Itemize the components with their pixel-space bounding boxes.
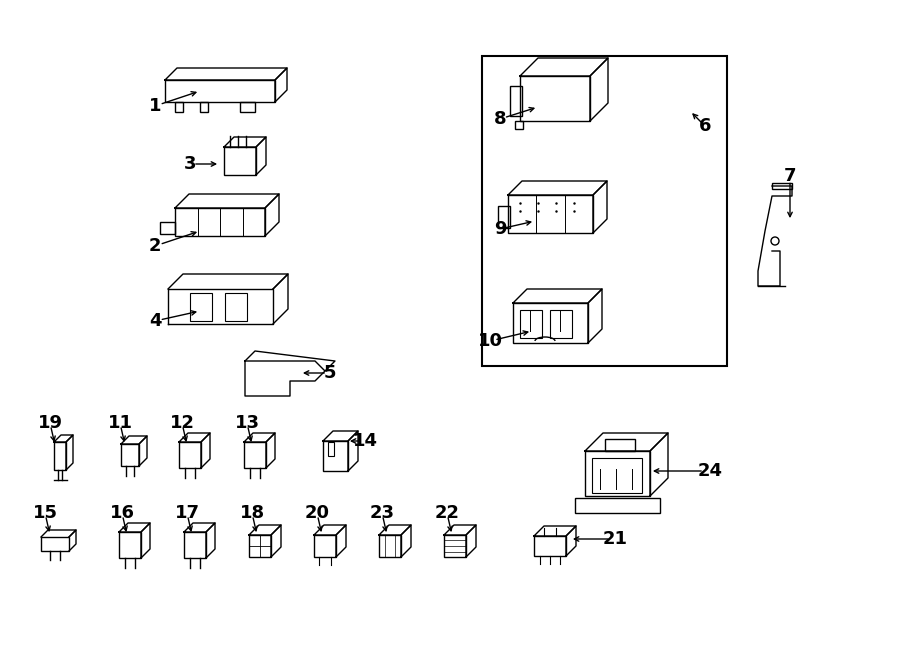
- Bar: [575, 498, 660, 513]
- Text: 22: 22: [435, 504, 460, 522]
- Bar: [328, 442, 334, 456]
- Bar: [224, 147, 256, 175]
- Text: 21: 21: [602, 530, 627, 548]
- Bar: [592, 458, 642, 493]
- Bar: [200, 102, 208, 112]
- Text: 10: 10: [478, 332, 502, 350]
- Text: 7: 7: [784, 167, 796, 185]
- Bar: [119, 532, 141, 558]
- Bar: [314, 535, 336, 557]
- Bar: [520, 76, 590, 121]
- Bar: [379, 535, 401, 557]
- Bar: [550, 310, 572, 338]
- Bar: [510, 86, 522, 116]
- Text: 24: 24: [698, 462, 723, 480]
- Bar: [249, 535, 271, 557]
- Text: 14: 14: [353, 432, 377, 450]
- Bar: [482, 56, 727, 366]
- Text: 5: 5: [324, 364, 337, 382]
- Text: 12: 12: [169, 414, 194, 432]
- Bar: [772, 183, 792, 189]
- Bar: [240, 102, 255, 112]
- Bar: [534, 536, 566, 556]
- Bar: [508, 195, 593, 233]
- Text: 18: 18: [239, 504, 265, 522]
- Bar: [498, 206, 510, 228]
- Text: 19: 19: [38, 414, 62, 432]
- Bar: [160, 222, 175, 234]
- Text: 2: 2: [148, 237, 161, 255]
- Bar: [179, 442, 201, 468]
- Text: 16: 16: [110, 504, 134, 522]
- Bar: [444, 535, 466, 557]
- Bar: [585, 451, 650, 496]
- Bar: [225, 293, 247, 321]
- Text: 13: 13: [235, 414, 259, 432]
- Text: 3: 3: [184, 155, 196, 173]
- Text: 11: 11: [107, 414, 132, 432]
- Bar: [175, 102, 183, 112]
- Text: 1: 1: [148, 97, 161, 115]
- Bar: [175, 208, 265, 236]
- Text: 20: 20: [304, 504, 329, 522]
- Text: 17: 17: [175, 504, 200, 522]
- Bar: [244, 442, 266, 468]
- Bar: [190, 293, 212, 321]
- Bar: [520, 310, 542, 338]
- Bar: [513, 303, 588, 343]
- Bar: [41, 537, 69, 551]
- Bar: [515, 121, 523, 129]
- Bar: [54, 442, 66, 470]
- Text: 23: 23: [370, 504, 394, 522]
- Text: 6: 6: [698, 117, 711, 135]
- Text: 9: 9: [494, 220, 506, 238]
- Bar: [605, 439, 635, 451]
- Text: 4: 4: [148, 312, 161, 330]
- Text: 15: 15: [32, 504, 58, 522]
- Bar: [165, 80, 275, 102]
- Text: 8: 8: [494, 110, 507, 128]
- Bar: [184, 532, 206, 558]
- Bar: [121, 444, 139, 466]
- Bar: [323, 441, 348, 471]
